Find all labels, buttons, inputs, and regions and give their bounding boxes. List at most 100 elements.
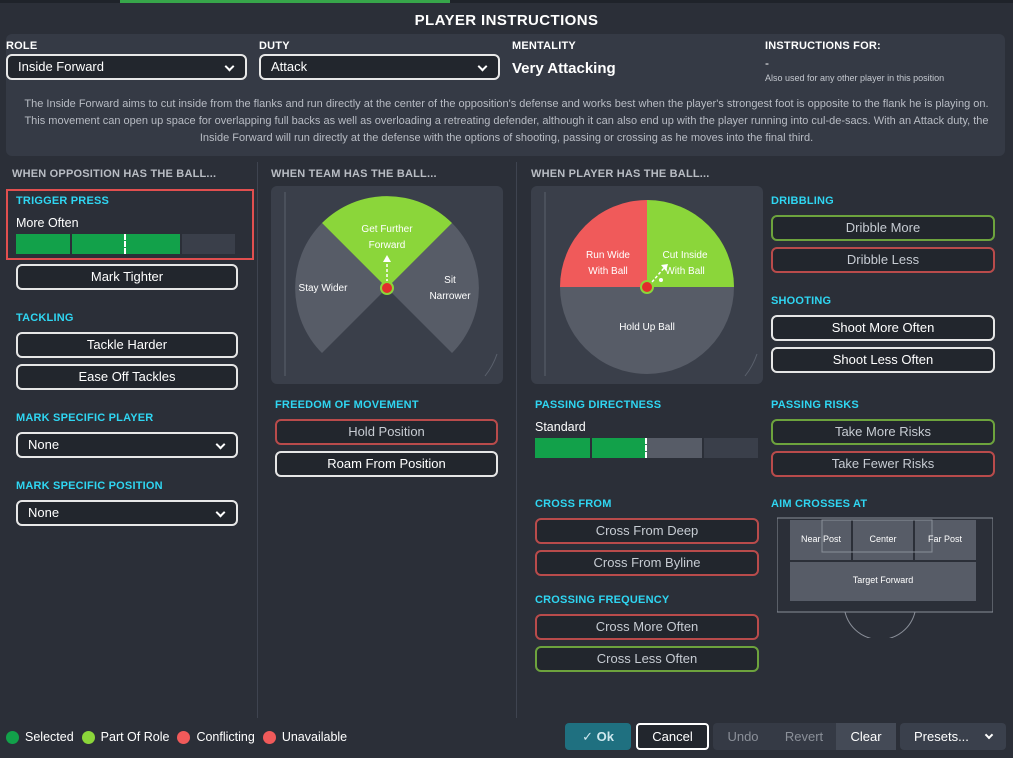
selected-dot-icon bbox=[6, 730, 19, 744]
hold-up-ball-text: Hold Up Ball bbox=[619, 322, 675, 333]
conflicting-dot-icon bbox=[177, 730, 191, 744]
cancel-button[interactable]: Cancel bbox=[636, 723, 709, 750]
ease-off-tackles-button[interactable]: Ease Off Tackles bbox=[16, 364, 238, 390]
presets-button[interactable]: Presets... bbox=[900, 723, 1006, 750]
freedom-label: FREEDOM OF MOVEMENT bbox=[275, 399, 419, 411]
dribbling-label: DRIBBLING bbox=[771, 195, 834, 207]
center-text: Center bbox=[869, 534, 896, 544]
slider-divider bbox=[590, 438, 592, 458]
passing-risks-label: PASSING RISKS bbox=[771, 399, 859, 411]
hold-up-ball-zone[interactable] bbox=[560, 287, 734, 374]
legend-part-of-role: Part Of Role bbox=[81, 730, 169, 744]
slider-divider bbox=[702, 438, 704, 458]
center-zone[interactable] bbox=[853, 520, 913, 560]
role-description: The Inside Forward aims to cut inside fr… bbox=[24, 98, 989, 144]
duty-select[interactable]: Attack bbox=[259, 54, 500, 80]
passing-directness-slider[interactable] bbox=[535, 438, 758, 458]
team-ball-heading: WHEN TEAM HAS THE BALL... bbox=[271, 168, 437, 180]
cut-inside-zone[interactable] bbox=[647, 200, 734, 287]
edit-button-group: Undo Revert Clear bbox=[713, 723, 896, 750]
take-fewer-risks-button[interactable]: Take Fewer Risks bbox=[771, 451, 995, 477]
instructions-for-label: INSTRUCTIONS FOR: bbox=[765, 40, 881, 52]
get-further-forward-line2: Forward bbox=[369, 240, 406, 251]
mark-specific-player-label: MARK SPECIFIC PLAYER bbox=[16, 412, 154, 424]
run-wide-line1: Run Wide bbox=[586, 250, 630, 261]
tackling-label: TACKLING bbox=[16, 312, 74, 324]
role-value: Inside Forward bbox=[18, 59, 104, 74]
chevron-down-icon bbox=[215, 507, 226, 518]
mark-player-value: None bbox=[28, 437, 60, 452]
cross-from-deep-button[interactable]: Cross From Deep bbox=[535, 518, 759, 544]
sit-narrower-zone[interactable] bbox=[387, 223, 479, 353]
stay-wider-zone[interactable] bbox=[295, 223, 387, 353]
near-post-zone[interactable] bbox=[790, 520, 851, 560]
dribble-less-button[interactable]: Dribble Less bbox=[771, 247, 995, 273]
player-ball-pitch: Run Wide With Ball Cut Inside With Ball … bbox=[531, 186, 763, 384]
role-label: ROLE bbox=[6, 40, 38, 52]
chevron-down-icon bbox=[215, 439, 226, 450]
chevron-down-icon bbox=[984, 730, 994, 740]
role-select[interactable]: Inside Forward bbox=[6, 54, 247, 80]
trigger-press-slider[interactable] bbox=[16, 234, 235, 254]
shoot-more-often-button[interactable]: Shoot More Often bbox=[771, 315, 995, 341]
mentality-label: MENTALITY bbox=[512, 40, 576, 52]
shoot-less-often-button[interactable]: Shoot Less Often bbox=[771, 347, 995, 373]
column-divider bbox=[516, 162, 517, 718]
player-ball-heading: WHEN PLAYER HAS THE BALL... bbox=[531, 168, 710, 180]
trigger-press-label: TRIGGER PRESS bbox=[16, 195, 110, 207]
cross-from-byline-button[interactable]: Cross From Byline bbox=[535, 550, 759, 576]
page-title: PLAYER INSTRUCTIONS bbox=[414, 12, 599, 29]
slider-fill bbox=[16, 234, 180, 254]
cross-from-label: CROSS FROM bbox=[535, 498, 612, 510]
slider-divider bbox=[180, 234, 182, 254]
undo-button[interactable]: Undo bbox=[727, 729, 759, 744]
cross-more-often-button[interactable]: Cross More Often bbox=[535, 614, 759, 640]
crossing-frequency-label: CROSSING FREQUENCY bbox=[535, 594, 670, 606]
stay-wider-text: Stay Wider bbox=[299, 283, 349, 294]
duty-label: DUTY bbox=[259, 40, 290, 52]
legend: Selected Part Of Role Conflicting Unavai… bbox=[6, 730, 355, 744]
target-forward-zone[interactable] bbox=[790, 562, 976, 601]
instructions-for-sub: Also used for any other player in this p… bbox=[765, 73, 945, 83]
far-post-zone[interactable] bbox=[915, 520, 976, 560]
ok-button[interactable]: ✓ Ok bbox=[565, 723, 631, 750]
check-icon: ✓ bbox=[582, 729, 597, 744]
chevron-down-icon bbox=[224, 61, 235, 72]
slider-handle[interactable] bbox=[645, 438, 647, 458]
part-of-role-dot-icon bbox=[81, 730, 95, 744]
aim-crosses-label: AIM CROSSES AT bbox=[771, 498, 868, 510]
trigger-press-value: More Often bbox=[16, 216, 79, 230]
clear-button[interactable]: Clear bbox=[836, 723, 896, 750]
instructions-for-value: - bbox=[765, 56, 769, 70]
slider-handle[interactable] bbox=[124, 234, 126, 254]
top-progress-line bbox=[0, 0, 1013, 3]
legend-selected: Selected bbox=[6, 730, 74, 744]
get-further-forward-line1: Get Further bbox=[361, 224, 413, 235]
roam-from-position-button[interactable]: Roam From Position bbox=[275, 451, 498, 477]
dribble-more-button[interactable]: Dribble More bbox=[771, 215, 995, 241]
sit-narrower-line1: Sit bbox=[444, 275, 456, 286]
chevron-down-icon bbox=[477, 61, 488, 72]
get-further-forward-zone[interactable] bbox=[322, 196, 452, 288]
cross-less-often-button[interactable]: Cross Less Often bbox=[535, 646, 759, 672]
trigger-press-highlight bbox=[6, 189, 254, 260]
mark-specific-position-label: MARK SPECIFIC POSITION bbox=[16, 480, 163, 492]
run-wide-line2: With Ball bbox=[588, 266, 627, 277]
take-more-risks-button[interactable]: Take More Risks bbox=[771, 419, 995, 445]
mark-position-value: None bbox=[28, 505, 60, 520]
unavailable-dot-icon bbox=[262, 730, 276, 744]
run-wide-zone[interactable] bbox=[560, 200, 647, 287]
slider-track bbox=[646, 438, 702, 458]
revert-button[interactable]: Revert bbox=[784, 729, 824, 744]
mark-specific-position-select[interactable]: None bbox=[16, 500, 238, 526]
slider-divider bbox=[70, 234, 72, 254]
near-post-text: Near Post bbox=[801, 534, 842, 544]
sit-narrower-line2: Narrower bbox=[429, 291, 471, 302]
cut-inside-line1: Cut Inside bbox=[662, 250, 707, 261]
mark-tighter-button[interactable]: Mark Tighter bbox=[16, 264, 238, 290]
mark-specific-player-select[interactable]: None bbox=[16, 432, 238, 458]
tackle-harder-button[interactable]: Tackle Harder bbox=[16, 332, 238, 358]
passing-directness-value: Standard bbox=[535, 420, 586, 434]
hold-position-button[interactable]: Hold Position bbox=[275, 419, 498, 445]
duty-value: Attack bbox=[271, 59, 308, 74]
